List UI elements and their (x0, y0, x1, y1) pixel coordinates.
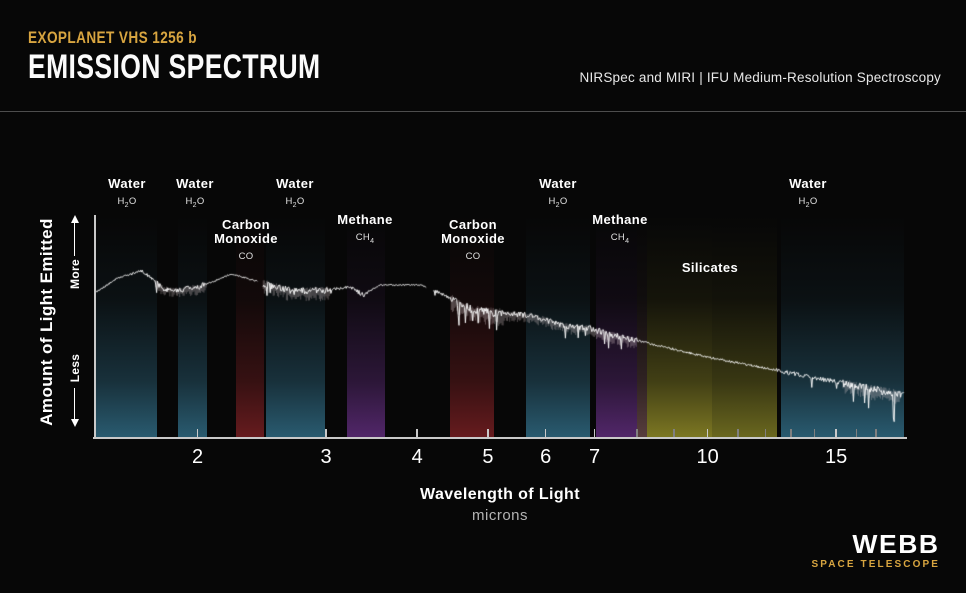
molecule-label-methane: Methane CH4 (337, 213, 393, 245)
x-tick-label-5: 5 (482, 446, 494, 468)
x-axis-title: Wavelength of Light (420, 486, 580, 503)
molecule-formula: CH4 (610, 232, 630, 245)
molecule-formula: H2O (798, 196, 818, 209)
x-axis-line (93, 437, 907, 439)
x-tick-13 (790, 429, 792, 437)
y-more-label: More (68, 259, 82, 289)
x-tick-label-4: 4 (411, 446, 423, 468)
x-tick-9 (673, 429, 675, 437)
molecule-name: Water (789, 176, 827, 191)
molecule-label-carbon-monoxide: Carbon Monoxide CO (214, 217, 278, 263)
x-tick-4 (416, 429, 418, 437)
webb-logo-wordmark: WEBB (852, 529, 940, 559)
x-tick-10 (706, 429, 709, 437)
x-tick-label-6: 6 (540, 446, 552, 468)
molecule-label-water: Water H2O (789, 177, 827, 209)
x-tick-label-2: 2 (192, 446, 204, 468)
x-tick-14 (813, 429, 815, 437)
instrument-subtitle: NIRSpec and MIRI | IFU Medium-Resolution… (579, 70, 941, 85)
molecule-name: Methane (592, 212, 648, 227)
x-tick-label-3: 3 (320, 446, 332, 468)
x-tick-16 (855, 429, 858, 437)
x-tick-label-10: 10 (696, 446, 719, 468)
x-tick-11 (737, 429, 739, 437)
x-tick-label-7: 7 (589, 446, 601, 468)
less-arrow-line (74, 388, 76, 419)
x-tick-17 (875, 429, 877, 437)
molecule-name: Carbon Monoxide (441, 217, 505, 246)
molecule-name: Water (176, 176, 214, 191)
eyebrow-title: EXOPLANET VHS 1256 b (28, 28, 197, 47)
molecule-formula: H2O (285, 196, 305, 209)
molecule-formula: CH4 (355, 232, 375, 245)
spectrum-line (95, 215, 906, 438)
molecule-label-water: Water H2O (108, 177, 146, 209)
molecule-label-carbon-monoxide: Carbon Monoxide CO (441, 217, 505, 263)
x-tick-7 (593, 429, 596, 437)
y-axis-line (94, 215, 96, 438)
webb-logo-subtitle: SPACE TELESCOPE (811, 559, 940, 570)
molecule-name: Carbon Monoxide (214, 217, 278, 246)
x-tick-label-15: 15 (825, 446, 848, 468)
molecule-formula: H2O (117, 196, 137, 209)
molecule-formula: H2O (185, 196, 205, 209)
less-arrow-icon (70, 419, 79, 427)
x-tick-15 (835, 429, 837, 437)
more-arrow-line (74, 223, 76, 256)
molecule-label-water: Water H2O (176, 177, 214, 209)
molecule-formula: H2O (548, 196, 568, 209)
molecule-label-water: Water H2O (539, 177, 577, 209)
header-divider (0, 111, 966, 112)
y-less-label: Less (68, 353, 82, 383)
x-tick-3 (325, 429, 327, 437)
x-tick-12 (764, 429, 767, 437)
molecule-name: Water (276, 176, 314, 191)
webb-logo: WEBB SPACE TELESCOPE (811, 529, 940, 570)
molecule-name: Water (539, 176, 577, 191)
x-tick-2 (196, 429, 199, 437)
molecule-name: Silicates (681, 260, 739, 275)
molecule-label-methane: Methane CH4 (592, 213, 648, 245)
y-axis-title: Amount of Light Emitted (37, 218, 56, 426)
x-tick-8 (636, 429, 638, 437)
more-arrow-icon (70, 215, 79, 223)
x-tick-5 (487, 429, 489, 437)
molecule-name: Methane (337, 212, 393, 227)
page-title: EMISSION SPECTRUM (28, 48, 321, 86)
molecule-label-water: Water H2O (276, 177, 314, 209)
molecule-label-silicates: Silicates (682, 261, 738, 275)
x-axis-unit: microns (471, 507, 529, 524)
x-tick-6 (544, 429, 547, 437)
molecule-formula: CO (238, 251, 254, 262)
molecule-formula: CO (465, 251, 481, 262)
molecule-name: Water (108, 176, 146, 191)
